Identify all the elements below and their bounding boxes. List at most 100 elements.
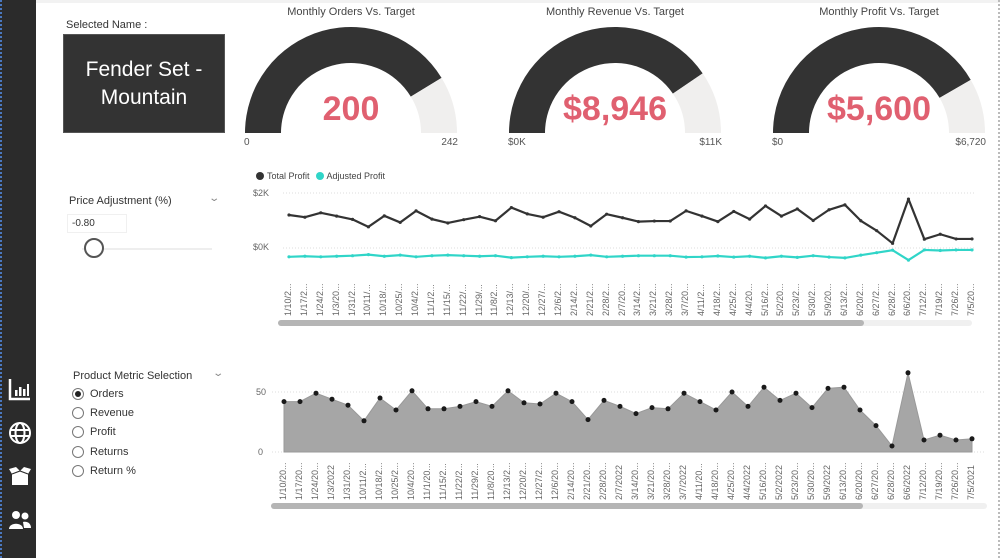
y-tick: $2K: [253, 188, 270, 198]
x-tick-label: 3/21/20...: [646, 462, 656, 500]
y-tick: 50: [256, 387, 267, 397]
x-tick-label: 4/25/20...: [726, 462, 736, 500]
selected-name-card: Fender Set - Mountain: [63, 34, 225, 133]
sidebar-item-map[interactable]: [7, 420, 33, 446]
x-tick-label: 7/5/2021: [966, 464, 976, 500]
gauge-arc: [509, 26, 721, 134]
x-tick-label: 12/27/2...: [534, 462, 544, 500]
x-tick-label: 5/2/2022: [774, 464, 784, 500]
legend-dot-adjusted: [315, 172, 324, 180]
orders-gauge[interactable]: Monthly Orders Vs. Target 200 0 242: [236, 0, 466, 155]
x-tick-label: 2/14/20...: [566, 462, 576, 500]
x-tick-label: 3/14/20...: [630, 462, 640, 500]
gauge-title: Monthly Orders Vs. Target: [287, 6, 415, 18]
orders-chart-scroll-thumb[interactable]: [271, 503, 863, 509]
y-tick: 0: [258, 447, 264, 457]
x-tick-label: 11/1/20...: [422, 463, 432, 500]
x-tick-label: 5/9/2022: [822, 464, 832, 500]
radio-return-pct[interactable]: Return %: [72, 463, 136, 479]
radio-button[interactable]: [72, 465, 84, 477]
gauge-title: Monthly Profit Vs. Target: [819, 6, 939, 18]
globe-icon: [9, 422, 31, 444]
gauge-value: $5,600: [827, 90, 931, 128]
radio-label: Returns: [90, 446, 129, 458]
x-tick-label: 11/8/20...: [486, 463, 496, 500]
x-tick-label: 3/28/20...: [662, 462, 672, 500]
x-tick-label: 11/29/2...: [470, 463, 480, 500]
x-tick-label: 2/7/2022: [614, 464, 624, 500]
radio-label: Revenue: [90, 407, 135, 419]
x-tick-label: 7/26/20...: [950, 462, 960, 500]
x-tick-label: 10/25/2...: [390, 462, 400, 500]
x-tick-label: 10/11/2...: [358, 463, 368, 500]
legend-dot-total: [256, 172, 264, 180]
price-adjustment-input[interactable]: [67, 214, 127, 233]
sidebar-item-customers[interactable]: [7, 507, 33, 533]
gauge-title: Monthly Revenue Vs. Target: [546, 6, 684, 18]
radio-button[interactable]: [72, 426, 84, 438]
x-tick-label: 10/18/2...: [374, 462, 384, 500]
gauge-max: $6,720: [955, 137, 986, 148]
profit-gauge[interactable]: Monthly Profit Vs. Target $5,600 $0 $6,7…: [764, 0, 994, 155]
sidebar-item-product[interactable]: [7, 463, 33, 489]
gauge-max: 242: [441, 137, 458, 148]
x-tick-label: 10/4/20...: [406, 462, 416, 500]
radio-button[interactable]: [72, 407, 84, 419]
y-tick: $0K: [253, 242, 270, 252]
box-icon: [9, 467, 31, 485]
x-tick-label: 7/19/20...: [934, 462, 944, 500]
radio-button[interactable]: [72, 388, 84, 400]
x-tick-label: 11/22/2...: [454, 463, 464, 500]
sidebar-nav: [0, 0, 36, 558]
gauge-value: $8,946: [563, 90, 667, 128]
x-tick-label: 12/20/2...: [518, 462, 528, 500]
gauge-value: 200: [322, 90, 380, 128]
profit-chart-scroll-thumb[interactable]: [278, 320, 864, 326]
x-tick-label: 11/15/2...: [438, 463, 448, 500]
x-tick-label: 1/3/2022: [326, 464, 336, 500]
users-icon: [9, 511, 31, 529]
sidebar-item-summary[interactable]: [7, 376, 33, 402]
legend-label: Total Profit: [267, 171, 310, 181]
gauge-arc: [245, 26, 457, 133]
selected-name-label: Selected Name :: [66, 19, 148, 31]
chevron-down-icon[interactable]: ⌄: [212, 368, 225, 379]
gauge-min: 0: [244, 137, 250, 148]
radio-profit[interactable]: Profit: [72, 424, 116, 440]
radio-label: Profit: [90, 426, 116, 438]
chevron-down-icon[interactable]: ⌄: [208, 193, 221, 204]
x-tick-label: 12/6/20...: [550, 462, 560, 500]
x-tick-label: 6/6/2022: [902, 464, 912, 500]
x-tick-label: 1/17/20...: [294, 462, 304, 500]
x-tick-label: 6/20/20...: [854, 462, 864, 500]
x-tick-label: 1/24/20...: [310, 462, 320, 500]
x-tick-label: 4/18/20...: [710, 462, 720, 500]
x-tick-label: 4/4/2022: [742, 464, 752, 500]
profit-chart-legend: Total Profit Adjusted Profit: [256, 171, 385, 181]
revenue-gauge[interactable]: Monthly Revenue Vs. Target $8,946 $0K $1…: [500, 0, 730, 155]
price-slider-track[interactable]: [82, 248, 212, 250]
bar-chart-icon: [8, 379, 30, 401]
x-tick-label: 5/23/20...: [790, 462, 800, 500]
radio-button[interactable]: [72, 446, 84, 458]
selected-name-value: Fender Set - Mountain: [85, 57, 203, 109]
radio-revenue[interactable]: Revenue: [72, 405, 134, 421]
x-tick-label: 12/13/2...: [502, 462, 512, 500]
x-tick-label: 2/21/20...: [582, 462, 592, 500]
radio-returns[interactable]: Returns: [72, 444, 129, 460]
price-adjustment-title: Price Adjustment (%): [69, 195, 172, 207]
radio-label: Orders: [90, 388, 124, 400]
legend-label: Adjusted Profit: [326, 171, 386, 181]
page-border: [998, 0, 1000, 558]
x-tick-label: 1/31/20...: [342, 462, 352, 500]
price-slider-thumb[interactable]: [84, 238, 104, 258]
radio-orders[interactable]: Orders: [72, 386, 124, 402]
x-tick-label: 7/12/20...: [918, 462, 928, 500]
x-tick-label: 6/27/20...: [870, 462, 880, 500]
gauge-min: $0K: [508, 137, 526, 148]
x-tick-label: 4/11/20...: [694, 463, 704, 500]
x-tick-label: 1/10/20...: [278, 462, 288, 500]
